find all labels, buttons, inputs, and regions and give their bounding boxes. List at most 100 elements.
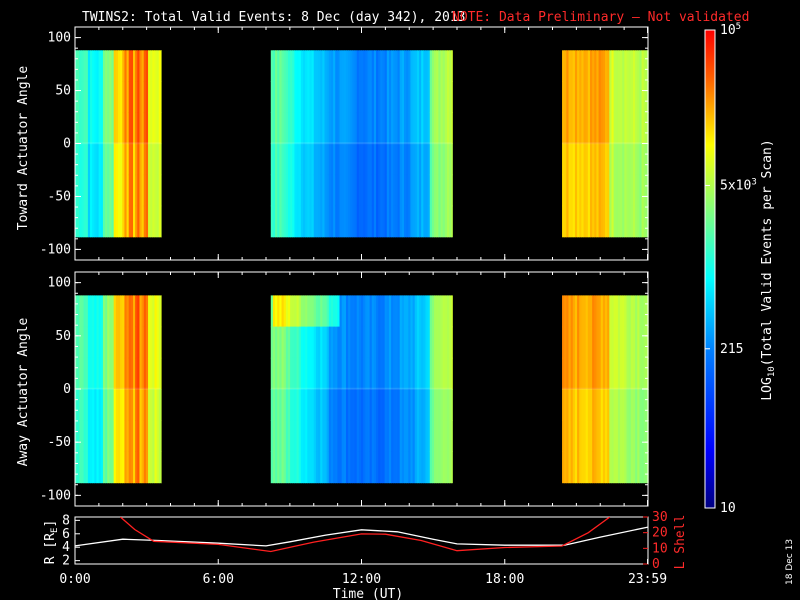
spectrogram-cell <box>592 451 595 484</box>
spectrogram-cell <box>376 420 379 452</box>
spectrogram-cell <box>81 112 85 145</box>
x-tick-label: 6:00 <box>203 572 234 587</box>
spectrogram-cell <box>410 357 414 390</box>
spectrogram-cell <box>309 420 313 452</box>
y-tick-label: 100 <box>48 276 71 291</box>
spectrogram-cell <box>592 420 595 452</box>
spectrogram-cell <box>272 81 276 114</box>
spectrogram-cell <box>585 357 589 390</box>
spectrogram-cell <box>152 389 156 421</box>
spectrogram-cell <box>139 205 143 238</box>
spectrogram-cell <box>122 420 126 452</box>
spectrogram-cell <box>613 81 617 114</box>
spectrogram-cell <box>585 112 589 145</box>
spectrogram-cell <box>613 112 617 145</box>
spectrogram-cell <box>158 143 162 176</box>
spectrogram-cell <box>296 389 300 421</box>
spectrogram-cell <box>326 295 330 328</box>
spectrogram-cell <box>94 205 98 238</box>
spectrogram-cell <box>583 205 587 238</box>
spectrogram-cell <box>98 389 102 421</box>
spectrogram-cell <box>356 389 360 421</box>
spectrogram-cell <box>564 357 567 390</box>
spectrogram-cell <box>434 389 437 421</box>
spectrogram-cell <box>412 112 416 145</box>
spectrogram-cell <box>120 420 123 452</box>
spectrogram-cell <box>100 174 104 207</box>
spectrogram-cell <box>79 357 83 390</box>
spectrogram-cell <box>630 451 634 484</box>
spectrogram-cell <box>356 295 360 328</box>
spectrogram-cell <box>425 451 429 484</box>
spectrogram-cell <box>423 389 427 421</box>
spectrogram-cell <box>343 112 347 145</box>
spectrogram-cell <box>574 326 578 359</box>
spectrogram-cell <box>141 143 145 176</box>
spectrogram-cell <box>587 112 591 145</box>
spectrogram-cell <box>287 205 291 238</box>
spectrogram-cell <box>126 112 130 145</box>
spectrogram-cell <box>401 174 405 207</box>
spectrogram-cell <box>438 174 442 207</box>
spectrogram-cell <box>354 451 358 484</box>
spectrogram-cell <box>382 420 386 452</box>
spectrogram-cell <box>356 326 360 359</box>
spectrogram-cell <box>613 357 617 390</box>
spectrogram-cell <box>380 389 384 421</box>
spectrogram-cell <box>335 143 338 176</box>
spectrogram-cell <box>594 326 598 359</box>
spectrogram-cell <box>337 295 341 328</box>
spectrogram-cell <box>423 50 427 82</box>
spectrogram-cell <box>81 451 85 484</box>
spectrogram-cell <box>592 174 595 207</box>
spectrogram-cell <box>135 451 138 484</box>
spectrogram-cell <box>579 174 582 207</box>
spectrogram-cell <box>348 81 351 114</box>
spectrogram-cell <box>562 112 565 145</box>
spectrogram-cell <box>562 205 565 238</box>
spectrogram-cell <box>345 295 349 328</box>
spectrogram-cell <box>303 205 306 238</box>
spectrogram-cell <box>320 357 323 390</box>
spectrogram-cell <box>77 81 80 114</box>
spectrogram-cell <box>376 50 379 82</box>
spectrogram-cell <box>598 205 602 238</box>
spectrogram-cell <box>75 357 78 390</box>
spectrogram-cell <box>380 174 384 207</box>
spectrogram-cell <box>275 174 278 207</box>
spectrogram-cell <box>96 81 100 114</box>
spectrogram-cell <box>622 389 625 421</box>
spectrogram-cell <box>628 326 632 359</box>
spectrogram-cell <box>292 174 296 207</box>
spectrogram-cell <box>404 112 407 145</box>
spectrogram-cell <box>361 295 364 328</box>
spectrogram-cell <box>111 326 115 359</box>
spectrogram-cell <box>624 81 628 114</box>
spectrogram-cell <box>406 50 409 82</box>
orbit-right-tick-label: 0 <box>652 557 660 572</box>
spectrogram-cell <box>354 295 358 328</box>
spectrogram-cell <box>87 174 91 207</box>
spectrogram-cell <box>83 50 87 82</box>
spectrogram-cell <box>272 174 276 207</box>
spectrogram-cell <box>585 81 589 114</box>
spectrogram-cell <box>115 420 119 452</box>
spectrogram-cell <box>632 50 636 82</box>
spectrogram-cell <box>577 326 580 359</box>
spectrogram-cell <box>298 295 302 328</box>
spectrogram-cell <box>622 174 625 207</box>
spectrogram-cell <box>98 357 102 390</box>
spectrogram-cell <box>107 389 110 421</box>
spectrogram-cell <box>605 112 608 145</box>
spectrogram-cell <box>356 451 360 484</box>
spectrogram-cell <box>596 326 600 359</box>
spectrogram-cell <box>611 389 615 421</box>
spectrogram-cell <box>583 112 587 145</box>
spectrogram-cell <box>311 326 315 359</box>
spectrogram-cell <box>397 295 401 328</box>
spectrogram-cell <box>158 112 162 145</box>
spectrogram-cell <box>83 389 87 421</box>
spectrogram-cell <box>303 50 306 82</box>
spectrogram-cell <box>585 174 589 207</box>
spectrogram-cell <box>404 81 407 114</box>
